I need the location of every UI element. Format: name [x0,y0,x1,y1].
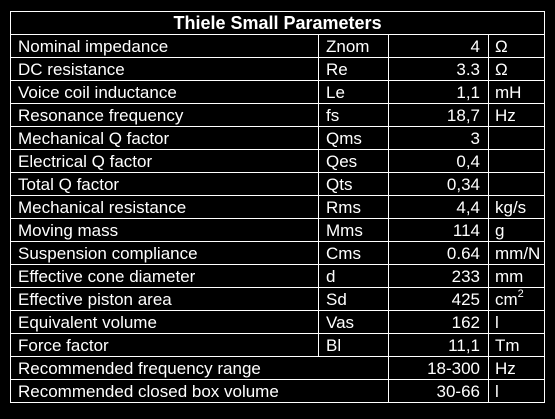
parameter-value: 162 [388,310,489,334]
parameter-symbol: Cms [318,241,389,265]
parameter-value: 18-300 [388,356,489,380]
parameter-name: Effective piston area [10,287,319,311]
parameter-unit: kg/s [487,195,546,219]
table-row: Force factor Bl 11,1 Tm [10,333,546,357]
parameter-value: 0,34 [388,172,489,196]
parameter-value: 11,1 [388,333,489,357]
unit-text: kg/s [495,197,527,217]
parameter-symbol: Qes [318,149,389,173]
parameter-value: 4 [388,34,489,58]
parameter-value: 233 [388,264,489,288]
table-row: Voice coil inductance Le 1,1 mH [10,80,546,104]
table-row: Effective piston area Sd 425 cm2 [10,287,546,311]
parameter-name: Resonance frequency [10,103,319,127]
parameter-value: 425 [388,287,489,311]
parameter-name: Effective cone diameter [10,264,319,288]
parameter-value: 3.3 [388,57,489,81]
parameter-symbol: Sd [318,287,389,311]
parameter-value: 18,7 [388,103,489,127]
parameter-value: 114 [388,218,489,242]
parameter-name: Voice coil inductance [10,80,319,104]
parameter-name: Electrical Q factor [10,149,319,173]
parameter-value: 0.64 [388,241,489,265]
table-row: Recommended closed box volume 30-66 l [10,379,546,403]
parameter-name: Mechanical Q factor [10,126,319,150]
parameter-symbol: d [318,264,389,288]
table-row: Resonance frequency fs 18,7 Hz [10,103,546,127]
unit-text: mH [495,82,522,102]
parameter-symbol: Qms [318,126,389,150]
parameter-symbol: Mms [318,218,389,242]
parameter-unit: l [487,310,546,334]
unit-superscript: 2 [517,287,524,300]
unit-text: l [495,312,499,332]
parameter-unit: cm2 [487,287,546,311]
parameter-value: 0,4 [388,149,489,173]
parameter-symbol: Vas [318,310,389,334]
parameter-unit: g [487,218,546,242]
table-title-row: Thiele Small Parameters [9,11,546,35]
parameter-name: Equivalent volume [10,310,319,334]
unit-text: Ω [495,36,508,56]
parameter-unit: l [487,379,546,403]
table-row: Recommended frequency range 18-300 Hz [10,356,546,380]
parameter-symbol: Bl [318,333,389,357]
unit-text: Ω [495,59,508,79]
thiele-small-parameters-table: Thiele Small Parameters Nominal impedanc… [9,11,546,403]
unit-text: g [495,220,505,240]
parameter-name: Suspension compliance [10,241,319,265]
parameter-unit: Hz [487,356,546,380]
parameter-unit: Tm [487,333,546,357]
unit-text: mm/N [495,243,541,263]
parameter-name: Recommended frequency range [10,356,389,380]
table-row: Electrical Q factor Qes 0,4 [10,149,546,173]
parameter-value: 30-66 [388,379,489,403]
parameter-unit: mm/N [487,241,546,265]
parameter-unit [487,149,546,173]
parameter-name: Recommended closed box volume [10,379,389,403]
parameter-symbol: Le [318,80,389,104]
parameter-symbol: Rms [318,195,389,219]
table-row: Nominal impedance Znom 4 Ω [10,34,546,58]
table-row: Moving mass Mms 114 g [10,218,546,242]
table-row: Mechanical resistance Rms 4,4 kg/s [10,195,546,219]
parameter-unit [487,172,546,196]
parameter-value: 4,4 [388,195,489,219]
parameter-unit: Ω [487,34,546,58]
parameter-value: 1,1 [388,80,489,104]
unit-text: Hz [495,105,516,125]
parameter-symbol: fs [318,103,389,127]
parameter-name: Total Q factor [10,172,319,196]
unit-text: cm [495,289,518,309]
parameter-name: Force factor [10,333,319,357]
table-row: Effective cone diameter d 233 mm [10,264,546,288]
parameter-name: Moving mass [10,218,319,242]
parameter-value: 3 [388,126,489,150]
table-row: DC resistance Re 3.3 Ω [10,57,546,81]
parameter-name: Mechanical resistance [10,195,319,219]
unit-text: Tm [495,335,520,355]
table-row: Total Q factor Qts 0,34 [10,172,546,196]
parameter-rows: Nominal impedance Znom 4 Ω DC resistance Re 3.… [10,34,546,403]
table-title: Thiele Small Parameters [9,11,546,35]
table-row: Suspension compliance Cms 0.64 mm/N [10,241,546,265]
parameter-name: Nominal impedance [10,34,319,58]
unit-text: mm [495,266,524,286]
table-row: Mechanical Q factor Qms 3 [10,126,546,150]
parameter-name: DC resistance [10,57,319,81]
table-row: Equivalent volume Vas 162 l [10,310,546,334]
parameter-symbol: Znom [318,34,389,58]
parameter-unit: mm [487,264,546,288]
parameter-unit: Ω [487,57,546,81]
parameter-symbol: Qts [318,172,389,196]
parameter-unit: Hz [487,103,546,127]
parameter-unit [487,126,546,150]
parameter-unit: mH [487,80,546,104]
parameter-symbol: Re [318,57,389,81]
